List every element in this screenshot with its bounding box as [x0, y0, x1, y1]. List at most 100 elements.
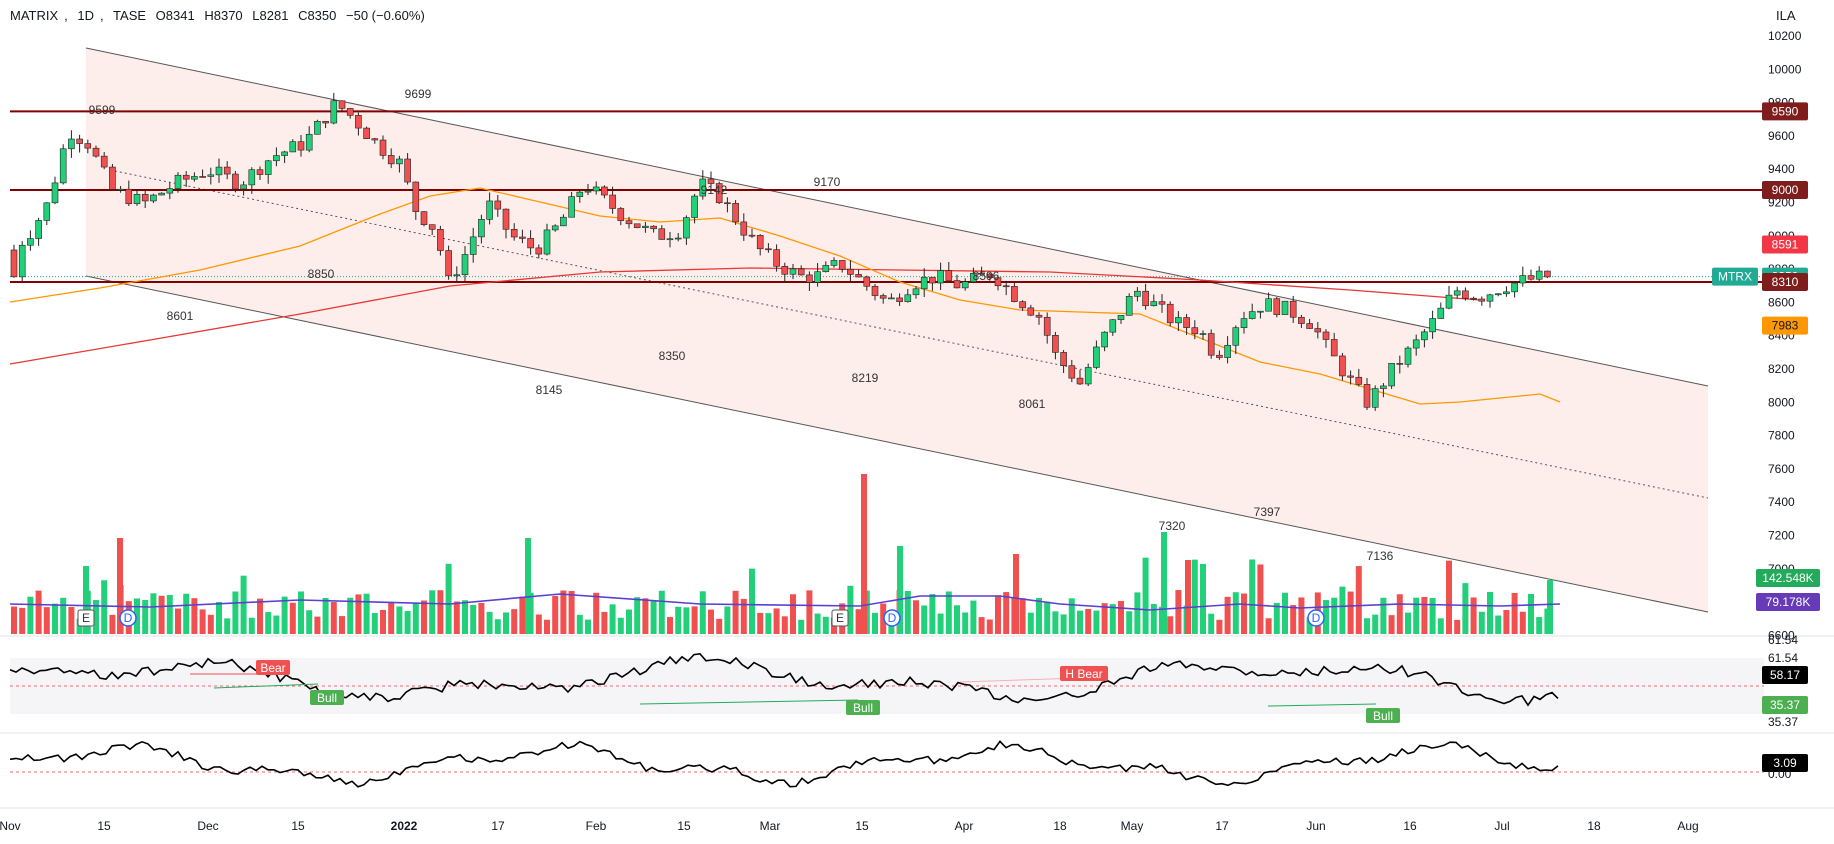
price-tag-label: 7983	[1772, 319, 1799, 333]
volume-bar	[1101, 603, 1108, 634]
volume-bar	[1185, 560, 1191, 634]
time-tick: 15	[97, 819, 111, 833]
swing-label: 8145	[536, 383, 563, 397]
oscillator-line	[9, 740, 1559, 788]
volume-bar	[83, 566, 89, 634]
candle-body	[674, 237, 682, 240]
volume-bar	[1167, 616, 1174, 634]
volume-bar	[207, 614, 214, 634]
candle-body	[387, 155, 395, 165]
candle-body	[494, 200, 502, 210]
candle-body	[1355, 376, 1363, 385]
volume-bar	[1339, 586, 1346, 634]
volume-bar	[732, 590, 739, 634]
candle-body	[1142, 290, 1149, 307]
volume-bar	[142, 600, 149, 634]
volume-bar	[1323, 600, 1329, 634]
time-tick: Aug	[1677, 819, 1698, 833]
candle-body	[748, 234, 756, 237]
candle-body	[1076, 377, 1084, 385]
volume-bar	[1273, 602, 1280, 634]
volume-bar	[470, 604, 477, 634]
candle-body	[904, 294, 912, 302]
volume-bar	[273, 615, 280, 634]
volume-bar	[1241, 593, 1247, 634]
volume-bar	[183, 593, 190, 634]
volume-bar	[1446, 560, 1452, 634]
candle-body	[1011, 286, 1018, 302]
candle-body	[1158, 301, 1166, 305]
volume-bar	[1396, 594, 1403, 634]
candle-body	[1199, 333, 1207, 335]
volume-bar	[1265, 618, 1272, 634]
swing-label: 9599	[89, 103, 116, 117]
volume-bar	[248, 617, 255, 634]
volume-bar	[11, 606, 17, 634]
volume-bar	[240, 575, 247, 634]
candle-body	[100, 155, 108, 168]
candle-body	[970, 272, 977, 283]
candle-body	[264, 160, 272, 175]
symbol-tag-label: MTRX	[1718, 270, 1752, 284]
time-tick: 17	[1215, 819, 1229, 833]
candle-body	[207, 174, 215, 177]
volume-bar	[773, 608, 780, 634]
volume-bar	[1175, 590, 1182, 634]
volume-bar	[1085, 608, 1092, 634]
candle-body	[240, 184, 247, 190]
volume-bar	[330, 602, 337, 634]
divergence-label: H Bear	[1065, 667, 1102, 681]
divergence-label: Bull	[853, 701, 873, 715]
volume-bar	[60, 597, 67, 634]
volume-bar	[117, 538, 123, 634]
volume-bar	[1027, 612, 1034, 634]
candle-body	[232, 173, 239, 190]
osc-value-label: 3.09	[1773, 756, 1797, 770]
candle-body	[740, 221, 748, 236]
legend-interval[interactable]: 1D	[77, 8, 95, 23]
volume-bar	[822, 616, 829, 634]
candle-body	[1478, 298, 1486, 302]
divergence-label: Bear	[260, 661, 285, 675]
candle-body	[1470, 297, 1477, 300]
volume-tag-label: 79.178K	[1766, 595, 1811, 609]
time-tick: 17	[491, 819, 505, 833]
candle-body	[1183, 317, 1190, 328]
legend-symbol[interactable]: MATRIX	[10, 8, 59, 23]
event-marker-label: D	[1312, 611, 1321, 625]
swing-label: 8601	[167, 309, 194, 323]
candle-body	[1429, 318, 1436, 333]
candle-body	[273, 155, 280, 162]
volume-bar	[1347, 591, 1354, 634]
volume-bar	[27, 596, 34, 634]
volume-bar	[1487, 591, 1493, 634]
candle-body	[699, 178, 707, 197]
volume-bar	[683, 607, 690, 634]
volume-bar	[954, 605, 960, 634]
volume-bar	[314, 616, 321, 634]
time-tick: Dec	[197, 819, 218, 833]
candle-body	[437, 229, 444, 251]
candle-body	[1240, 318, 1248, 328]
candle-body	[986, 273, 994, 278]
candle-body	[223, 166, 231, 175]
candle-body	[1519, 275, 1527, 284]
volume-bar	[642, 598, 649, 634]
volume-bar	[68, 607, 75, 634]
candle-body	[691, 195, 698, 218]
volume-bar	[929, 594, 936, 634]
event-marker-3: D	[883, 609, 901, 627]
volume-bar	[1413, 597, 1420, 634]
candle-body	[338, 100, 346, 109]
volume-bar	[1528, 593, 1534, 634]
candle-body	[35, 220, 42, 239]
candle-body	[1314, 328, 1322, 333]
volume-bar	[1331, 597, 1338, 634]
candle-body	[773, 249, 780, 267]
volume-bar	[699, 591, 706, 634]
candle-body	[371, 138, 379, 141]
candle-body	[174, 174, 182, 189]
candle-body	[1207, 333, 1215, 356]
volume-bar	[585, 619, 591, 634]
